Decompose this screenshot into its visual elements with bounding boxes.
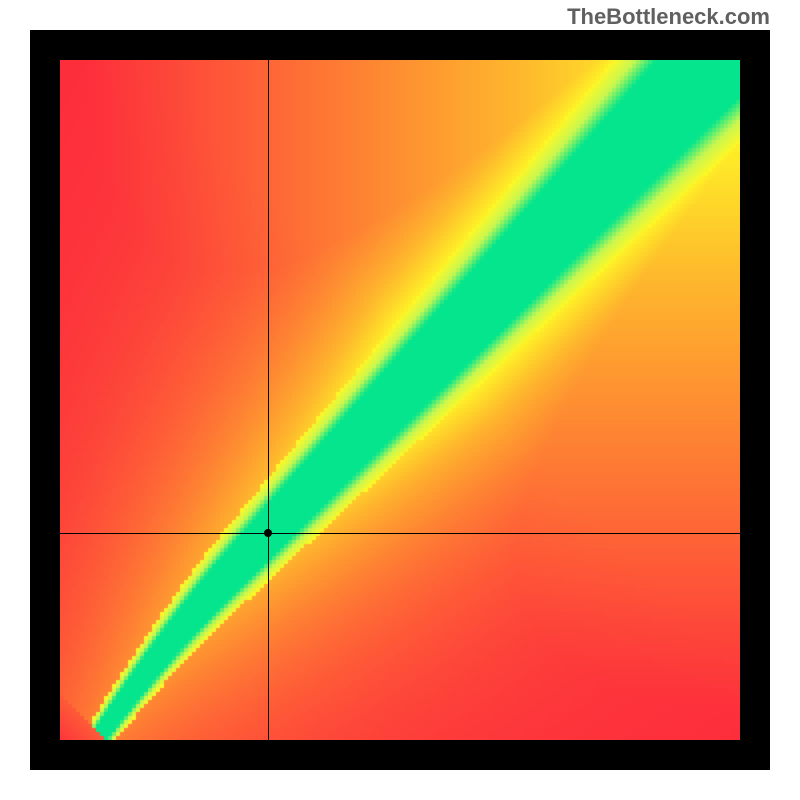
crosshair-marker [264, 529, 272, 537]
crosshair-horizontal [60, 533, 740, 534]
crosshair-vertical [268, 60, 269, 740]
plot-area [30, 30, 770, 770]
watermark-text: TheBottleneck.com [567, 4, 770, 30]
heatmap-canvas [60, 60, 740, 740]
chart-container: TheBottleneck.com [0, 0, 800, 800]
